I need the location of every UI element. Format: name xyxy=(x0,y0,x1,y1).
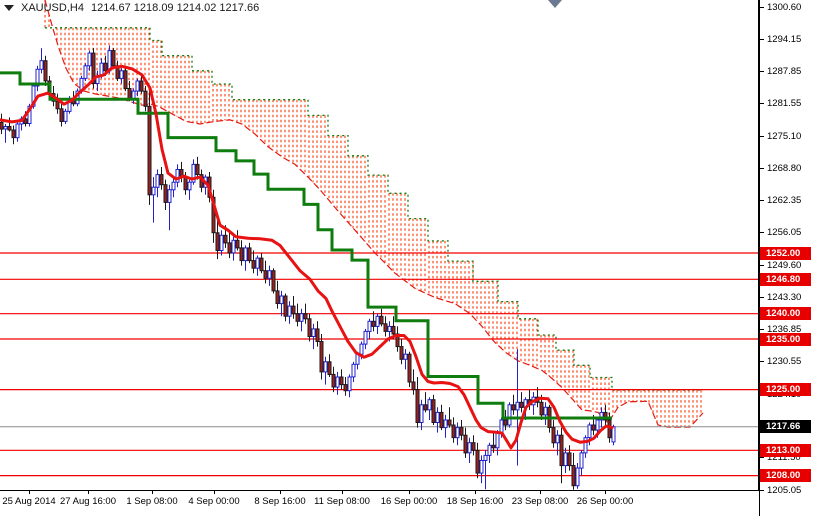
price-tick-label: 1205.05 xyxy=(760,485,801,496)
time-tick-mark xyxy=(605,491,606,494)
time-tick-label: 16 Sep 00:00 xyxy=(380,496,438,507)
senkou-span-b-line xyxy=(45,27,703,391)
senkou-span-a-line xyxy=(44,0,704,428)
time-tick-mark xyxy=(342,491,343,494)
price-tick-label: 1268.80 xyxy=(760,163,801,174)
price-line-badge: 1213.00 xyxy=(760,443,811,457)
price-tick-label: 1256.05 xyxy=(760,227,801,238)
time-tick-mark xyxy=(152,491,153,494)
price-tick-label: 1262.35 xyxy=(760,195,801,206)
current-price-badge: 1217.66 xyxy=(760,420,811,434)
time-tick-label: 1 Sep 08:00 xyxy=(126,496,178,507)
price-line-badge: 1240.00 xyxy=(760,307,811,321)
price-tick-label: 1236.85 xyxy=(760,324,801,335)
tenkan-sen-line xyxy=(0,64,614,450)
price-tick-label: 1294.15 xyxy=(760,34,801,45)
chart-shift-marker-icon[interactable] xyxy=(548,0,562,8)
price-tick-label: 1275.10 xyxy=(760,131,801,142)
time-tick-mark xyxy=(409,491,410,494)
ohlc-readout: 1214.67 1218.09 1214.02 1217.66 xyxy=(90,2,260,14)
candlesticks xyxy=(0,45,616,490)
time-tick-label: 26 Sep 00:00 xyxy=(576,496,634,507)
price-tick-label: 1287.85 xyxy=(760,66,801,77)
price-axis[interactable]: 1300.60 1294.15 1287.85 1281.55 1275.10 1268.… xyxy=(759,0,813,516)
time-tick-label: 18 Sep 16:00 xyxy=(446,496,504,507)
price-tick-label: 1249.60 xyxy=(760,260,801,271)
support-resistance-lines[interactable] xyxy=(0,252,758,477)
time-tick-mark xyxy=(29,491,30,494)
time-tick-mark xyxy=(540,491,541,494)
kijun-sen-line xyxy=(0,71,612,420)
time-tick-mark xyxy=(214,491,215,494)
ichimoku-cloud xyxy=(44,0,702,428)
symbol-timeframe-label: XAUUSD,H4 xyxy=(21,2,84,14)
time-tick-label: 11 Sep 08:00 xyxy=(314,496,370,507)
time-tick-mark xyxy=(280,491,281,494)
price-tick-label: 1281.55 xyxy=(760,98,801,109)
price-tick-label: 1300.60 xyxy=(760,2,801,13)
price-tick-label: 1230.55 xyxy=(760,356,801,367)
symbol-dropdown-icon[interactable] xyxy=(4,5,14,11)
price-line-badge: 1235.00 xyxy=(760,332,811,346)
time-tick-label: 23 Sep 08:00 xyxy=(511,496,569,507)
price-tick-label: 1211.50 xyxy=(760,452,801,463)
chart-plot-area[interactable]: XAUUSD,H4 1214.67 1218.09 1214.02 1217.6… xyxy=(0,0,759,491)
time-tick-label: 8 Sep 16:00 xyxy=(254,496,306,507)
price-line-badge: 1225.00 xyxy=(760,383,811,397)
chart-title: XAUUSD,H4 1214.67 1218.09 1214.02 1217.6… xyxy=(4,2,259,14)
time-tick-label: 25 Aug 2014 xyxy=(2,496,56,507)
time-tick-label: 27 Aug 16:00 xyxy=(60,496,116,507)
time-axis[interactable]: 25 Aug 2014 27 Aug 16:00 1 Sep 08:00 4 Sep … xyxy=(0,491,759,516)
time-tick-mark xyxy=(88,491,89,494)
time-tick-mark xyxy=(475,491,476,494)
price-tick-label: 1243.30 xyxy=(760,292,801,303)
price-line-badge: 1252.00 xyxy=(760,246,811,260)
price-line-badge: 1208.00 xyxy=(760,469,811,483)
time-tick-label: 4 Sep 00:00 xyxy=(188,496,240,507)
price-line-badge: 1246.80 xyxy=(760,272,811,286)
